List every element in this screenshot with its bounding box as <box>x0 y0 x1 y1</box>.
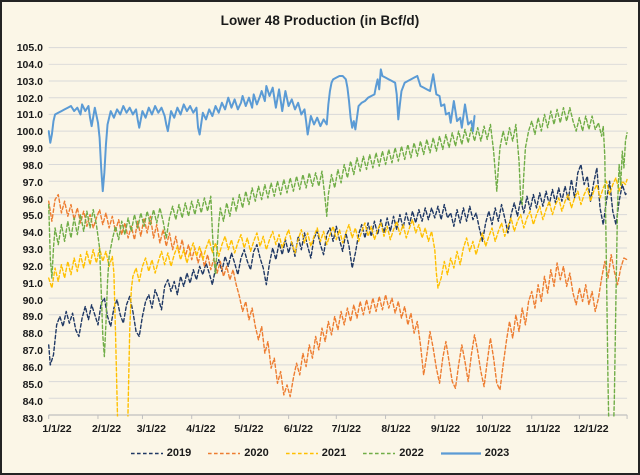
series-group <box>47 68 628 417</box>
y-tick-label: 100.0 <box>16 126 43 139</box>
y-tick-label: 99.0 <box>22 143 43 156</box>
x-tick-label: 3/1/22 <box>136 423 166 435</box>
chart-title: Lower 48 Production (in Bcf/d) <box>220 13 420 28</box>
series-line-2023 <box>47 68 476 193</box>
y-tick-label: 90.0 <box>22 294 43 307</box>
y-tick-label: 105.0 <box>16 42 43 54</box>
x-tick-label: 5/1/22 <box>234 423 264 435</box>
y-tick-label: 97.0 <box>22 176 43 189</box>
x-tick-label: 12/1/22 <box>573 423 609 435</box>
y-tick-label: 88.0 <box>22 328 43 341</box>
y-tick-label: 91.0 <box>22 277 43 290</box>
y-tick-label: 101.0 <box>16 109 43 122</box>
y-tick-label: 85.0 <box>22 378 43 391</box>
legend-line-sample-2021 <box>285 452 318 454</box>
x-tick-label: 4/1/22 <box>186 423 216 435</box>
x-tick-label: 6/1/22 <box>283 423 314 435</box>
y-tick-label: 104.0 <box>16 58 43 71</box>
legend-item-2023: 2023 <box>440 447 510 459</box>
legend-label-2019: 2019 <box>166 447 192 459</box>
series-line-2021 <box>48 177 628 417</box>
y-tick-label: 93.0 <box>22 244 43 257</box>
y-tick-label: 103.0 <box>16 75 43 88</box>
legend-item-2021: 2021 <box>285 447 347 459</box>
legend-line-sample-2020 <box>208 452 241 454</box>
legend-item-2020: 2020 <box>208 447 269 459</box>
legend-line-sample-2019 <box>130 452 163 454</box>
y-tick-label: 89.0 <box>22 311 43 324</box>
series-line-2020 <box>48 193 628 398</box>
x-tick-label: 10/1/22 <box>475 423 512 435</box>
legend-item-2022: 2022 <box>363 447 424 459</box>
x-tick-label: 1/1/22 <box>42 423 72 435</box>
legend-label-2020: 2020 <box>244 447 269 459</box>
y-tick-label: 92.0 <box>22 260 43 273</box>
legend-label-2022: 2022 <box>399 447 424 459</box>
y-tick-label: 98.0 <box>22 159 43 172</box>
legend-label-2023: 2023 <box>484 447 510 459</box>
legend-line-sample-2023 <box>440 451 481 455</box>
y-tick-label: 95.0 <box>22 210 43 223</box>
x-tick-label: 8/1/22 <box>381 423 411 435</box>
legend-line-sample-2022 <box>363 452 396 454</box>
y-tick-label: 94.0 <box>22 227 43 240</box>
y-tick-label: 84.0 <box>22 395 43 408</box>
y-tick-label: 83.0 <box>22 412 43 425</box>
y-tick-label: 96.0 <box>22 193 43 206</box>
y-tick-label: 102.0 <box>16 92 43 105</box>
x-tick-label: 7/1/22 <box>331 423 361 435</box>
x-tick-label: 11/1/22 <box>525 423 561 435</box>
legend-label-2021: 2021 <box>321 447 347 459</box>
x-tick-label: 2/1/22 <box>91 423 122 435</box>
y-tick-label: 86.0 <box>22 361 43 374</box>
legend: 2019 2020 2021 2022 2023 <box>2 447 638 459</box>
legend-item-2019: 2019 <box>130 447 192 459</box>
y-tick-label: 87.0 <box>22 345 43 358</box>
x-tick-label: 9/1/22 <box>430 423 461 435</box>
series-line-2022 <box>48 107 628 417</box>
